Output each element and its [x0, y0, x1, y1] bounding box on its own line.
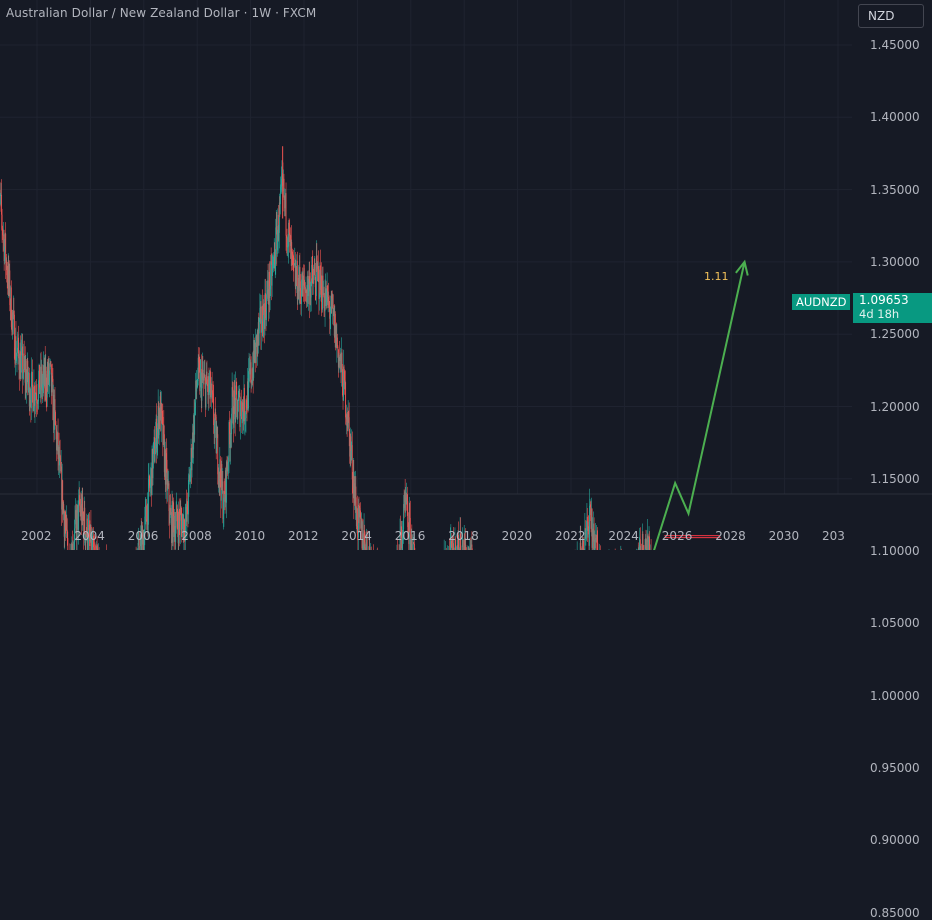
price-tick-label: 1.30000 [870, 255, 920, 269]
time-tick-label: 2030 [769, 529, 800, 543]
candle-body [55, 399, 56, 412]
time-tick-label: 2024 [608, 529, 639, 543]
time-tick-label: 2012 [288, 529, 319, 543]
candle-body [17, 353, 18, 357]
candle-body [216, 437, 217, 453]
price-tick-label: 1.15000 [870, 472, 920, 486]
price-tick-label: 1.00000 [870, 689, 920, 703]
price-tick-label: 1.45000 [870, 38, 920, 52]
time-tick-label: 2010 [235, 529, 266, 543]
candle-body [67, 538, 68, 550]
candle-body [286, 193, 287, 235]
candle-body [649, 536, 650, 550]
candle-body [237, 411, 238, 418]
candle-body [180, 513, 181, 530]
time-tick-label: 2020 [502, 529, 533, 543]
target-level-label: 1.11 [704, 270, 729, 283]
candle-body [280, 192, 281, 204]
price-tick-label: 1.40000 [870, 110, 920, 124]
last-price-tag: 1.09653 4d 18h [853, 293, 932, 323]
time-tick-label: 2004 [74, 529, 105, 543]
candle-body [337, 347, 338, 350]
candles [0, 146, 652, 550]
time-tick-label: 203 [822, 529, 845, 543]
time-tick-label: 2002 [21, 529, 52, 543]
price-tick-label: 1.10000 [870, 544, 920, 558]
candle-body [140, 546, 141, 550]
price-tick-label: 0.90000 [870, 833, 920, 847]
time-tick-label: 2018 [448, 529, 479, 543]
chart-title: Australian Dollar / New Zealand Dollar ·… [6, 6, 316, 20]
time-tick-label: 2014 [341, 529, 372, 543]
candle-body [236, 386, 237, 400]
candle-body [78, 500, 79, 530]
price-chart[interactable] [0, 0, 932, 550]
candle-body [597, 543, 598, 550]
price-tick-label: 1.05000 [870, 616, 920, 630]
time-tick-label: 2022 [555, 529, 586, 543]
currency-selector[interactable]: NZD [858, 4, 924, 28]
symbol-tag: AUDNZD [792, 294, 850, 310]
candle-body [453, 543, 454, 550]
candle-body [50, 361, 51, 364]
time-tick-label: 2006 [128, 529, 159, 543]
candle-body [176, 513, 177, 528]
candle-body [241, 401, 242, 417]
time-tick-label: 2016 [395, 529, 426, 543]
candle-body [349, 417, 350, 429]
time-tick-label: 2026 [662, 529, 693, 543]
price-tick-label: 0.85000 [870, 906, 920, 920]
candle-body [465, 545, 466, 550]
candle-body [155, 454, 156, 462]
candle-body [345, 382, 346, 417]
candle-body [223, 491, 224, 514]
candle-body [146, 505, 147, 521]
price-tick-label: 1.25000 [870, 327, 920, 341]
candle-body [205, 383, 206, 407]
price-tick-label: 1.35000 [870, 183, 920, 197]
price-tick-label: 1.20000 [870, 400, 920, 414]
price-tick-label: 0.95000 [870, 761, 920, 775]
candle-body [304, 280, 305, 288]
time-tick-label: 2008 [181, 529, 212, 543]
time-tick-label: 2028 [715, 529, 746, 543]
last-price: 1.09653 [859, 293, 932, 308]
candle-body [270, 261, 271, 289]
bar-countdown: 4d 18h [859, 308, 932, 321]
